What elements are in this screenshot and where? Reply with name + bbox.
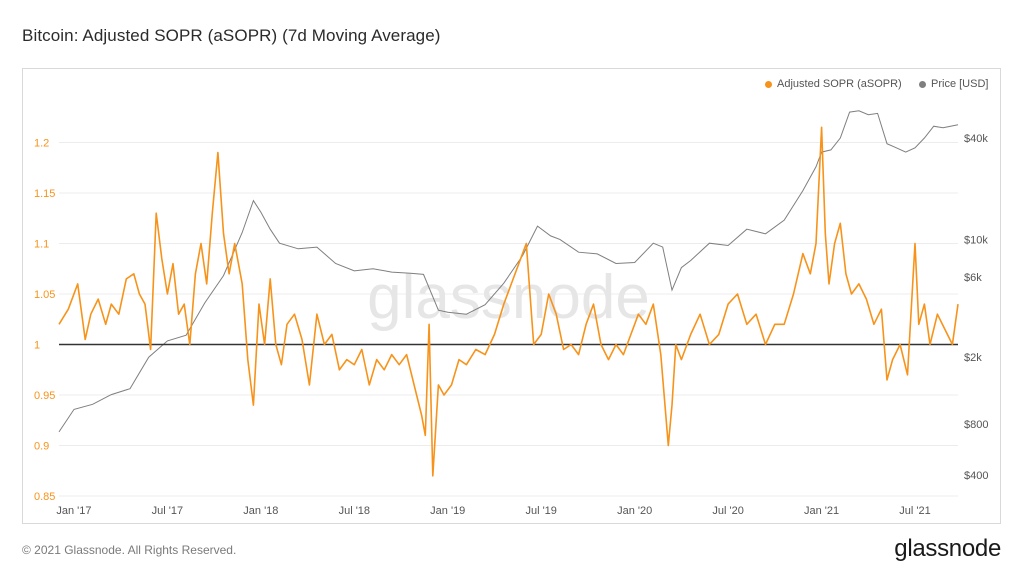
x-tick-label: Jul '17 xyxy=(152,505,183,517)
y-left-tick-label: 1.1 xyxy=(34,239,49,251)
x-tick-label: Jan '19 xyxy=(430,505,465,517)
y-left-tick-label: 1.15 xyxy=(34,188,55,200)
y-right-tick-label: $2k xyxy=(964,352,982,364)
chart-frame xyxy=(22,68,1001,524)
y-left-tick-label: 0.95 xyxy=(34,390,55,402)
y-right-tick-label: $10k xyxy=(964,234,988,246)
price-line[interactable] xyxy=(58,110,959,433)
legend-dot-price xyxy=(919,80,926,88)
asopr-line[interactable] xyxy=(58,126,959,477)
y-right-tick-label: $800 xyxy=(964,419,988,431)
y-left-tick-label: 1 xyxy=(34,340,40,352)
chart-title: Bitcoin: Adjusted SOPR (aSOPR) (7d Movin… xyxy=(22,26,441,45)
brand-logo[interactable]: glassnode xyxy=(894,535,1001,562)
y-left-tick-label: 0.9 xyxy=(34,441,49,453)
watermark-text: glassnode xyxy=(367,263,650,332)
x-tick-label: Jan '18 xyxy=(243,505,278,517)
y-right-tick-label: $40k xyxy=(964,133,988,145)
y-right-tick-label: $400 xyxy=(964,470,988,482)
y-left-tick-label: 1.2 xyxy=(34,138,49,150)
y-left-tick-label: 1.05 xyxy=(34,289,55,301)
x-tick-label: Jul '21 xyxy=(899,505,930,517)
legend-dot-asopr xyxy=(765,80,772,88)
x-tick-label: Jan '21 xyxy=(804,505,839,517)
x-tick-label: Jan '20 xyxy=(617,505,652,517)
x-tick-label: Jul '19 xyxy=(525,505,556,517)
legend-item-price[interactable]: Price [USD] xyxy=(919,78,988,90)
x-tick-label: Jan '17 xyxy=(56,505,91,517)
legend-label-price: Price [USD] xyxy=(931,78,989,90)
legend-label-asopr: Adjusted SOPR (aSOPR) xyxy=(777,78,902,90)
x-tick-label: Jul '20 xyxy=(712,505,743,517)
y-left-tick-label: 0.85 xyxy=(34,491,55,503)
y-right-tick-label: $6k xyxy=(964,272,982,284)
copyright-text: © 2021 Glassnode. All Rights Reserved. xyxy=(22,543,237,557)
x-tick-label: Jul '18 xyxy=(339,505,370,517)
legend-item-asopr[interactable]: Adjusted SOPR (aSOPR) xyxy=(765,78,902,90)
